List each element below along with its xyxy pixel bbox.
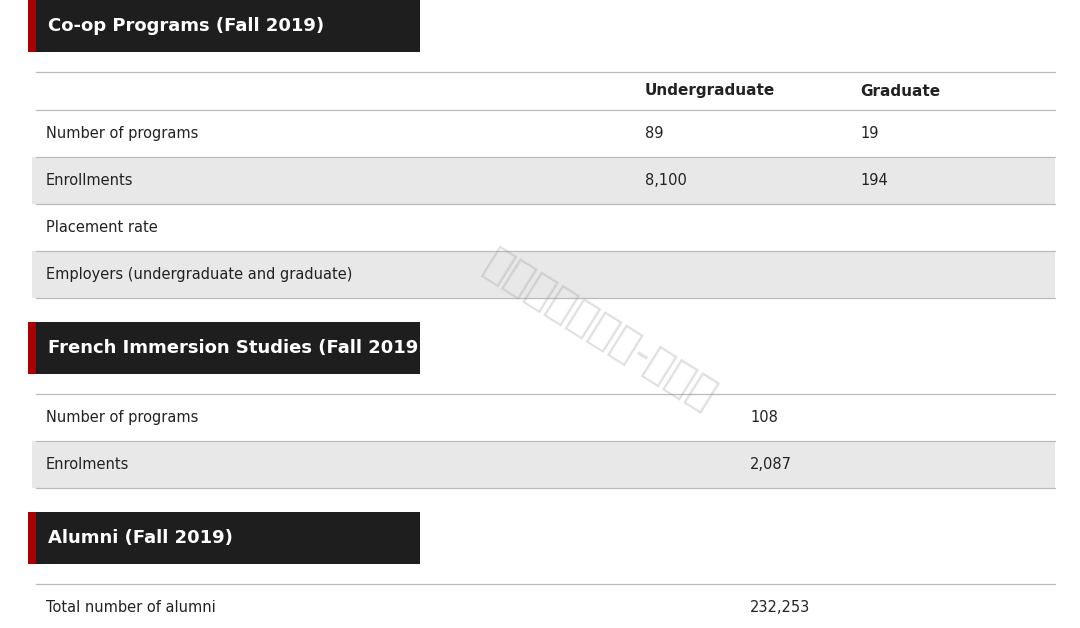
Text: Enrollments: Enrollments bbox=[46, 173, 134, 188]
Text: Employers (undergraduate and graduate): Employers (undergraduate and graduate) bbox=[46, 267, 352, 282]
Text: 108: 108 bbox=[750, 410, 778, 425]
Text: 19: 19 bbox=[860, 126, 878, 141]
Text: Undergraduate: Undergraduate bbox=[645, 84, 775, 99]
Text: Placement rate: Placement rate bbox=[46, 220, 158, 235]
FancyBboxPatch shape bbox=[28, 0, 36, 52]
Text: 8,100: 8,100 bbox=[645, 173, 687, 188]
Text: Co-op Programs (Fall 2019): Co-op Programs (Fall 2019) bbox=[48, 17, 324, 35]
Text: 新东方前途出国-加拿大: 新东方前途出国-加拿大 bbox=[476, 242, 724, 418]
Text: Total number of alumni: Total number of alumni bbox=[46, 600, 216, 615]
FancyBboxPatch shape bbox=[28, 322, 36, 374]
Text: Number of programs: Number of programs bbox=[46, 410, 199, 425]
FancyBboxPatch shape bbox=[28, 0, 420, 52]
Text: Enrolments: Enrolments bbox=[46, 457, 130, 472]
FancyBboxPatch shape bbox=[28, 512, 420, 564]
FancyBboxPatch shape bbox=[32, 441, 1055, 488]
Text: Number of programs: Number of programs bbox=[46, 126, 199, 141]
Text: 89: 89 bbox=[645, 126, 663, 141]
Text: 194: 194 bbox=[860, 173, 888, 188]
Text: Alumni (Fall 2019): Alumni (Fall 2019) bbox=[48, 529, 233, 547]
FancyBboxPatch shape bbox=[28, 322, 420, 374]
FancyBboxPatch shape bbox=[28, 512, 36, 564]
Text: 232,253: 232,253 bbox=[750, 600, 810, 615]
Text: Graduate: Graduate bbox=[860, 84, 940, 99]
Text: 2,087: 2,087 bbox=[750, 457, 792, 472]
FancyBboxPatch shape bbox=[32, 251, 1055, 298]
Text: French Immersion Studies (Fall 2019): French Immersion Studies (Fall 2019) bbox=[48, 339, 427, 357]
FancyBboxPatch shape bbox=[32, 157, 1055, 204]
